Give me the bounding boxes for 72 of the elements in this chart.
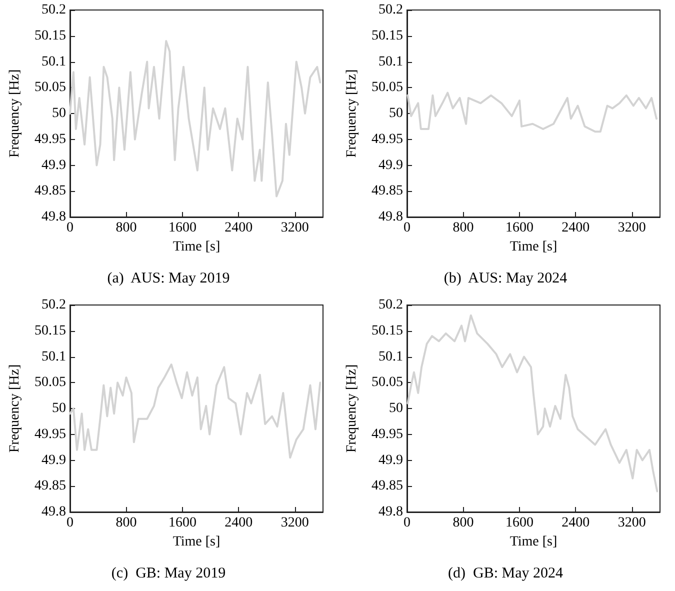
x-tick-label: 2400 — [562, 220, 590, 236]
y-axis-title: Frequency [Hz] — [8, 69, 22, 158]
y-tick-label: 49.8 — [378, 210, 403, 224]
y-tick-label: 50.1 — [378, 349, 403, 364]
x-tick-label: 1600 — [168, 220, 196, 236]
y-tick-label: 50.05 — [34, 80, 66, 96]
y-axis-title: Frequency [Hz] — [344, 69, 360, 158]
x-tick-label: 1600 — [505, 220, 534, 236]
y-tick-label: 50.1 — [42, 349, 66, 364]
y-tick-label: 49.9 — [378, 452, 403, 468]
x-tick-label: 1600 — [505, 516, 534, 530]
x-tick-label: 800 — [452, 220, 474, 236]
x-tick-label: 0 — [404, 220, 410, 236]
text: (b) AUS: May 2024 — [444, 270, 568, 286]
x-axis-title: Time [s] — [172, 534, 220, 550]
x-tick-label: 2400 — [224, 516, 253, 530]
y-tick-label: 50.1 — [42, 54, 66, 70]
text: (d) GB: May 2024 — [448, 566, 564, 582]
y-tick-label: 49.8 — [378, 504, 403, 520]
y-tick-label: 49.95 — [372, 132, 403, 147]
line-series — [69, 364, 322, 459]
y-tick-label: 50.2 — [378, 2, 403, 18]
x-tick-label: 0 — [404, 516, 410, 530]
y-tick-label: 50.05 — [372, 80, 403, 96]
y-tick-label: 50.2 — [42, 2, 66, 18]
y-tick-label: 49.85 — [34, 184, 66, 199]
y-tick-label: 49.8 — [42, 210, 66, 224]
x-tick-label: 3200 — [618, 516, 646, 530]
y-tick-label: 49.85 — [372, 478, 403, 494]
text: (a) AUS: May 2019 — [107, 270, 230, 286]
y-tick-label: 49.8 — [42, 504, 66, 520]
y-tick-label: 49.85 — [34, 478, 66, 494]
x-axis-title: Time [s] — [510, 239, 558, 254]
y-tick-label: 50.15 — [372, 323, 403, 338]
text: (c) GB: May 2019 — [111, 566, 226, 582]
y-tick-label: 50 — [389, 106, 403, 121]
line-series — [406, 314, 658, 492]
y-tick-label: 50 — [52, 106, 66, 121]
x-tick-label: 3200 — [618, 220, 646, 236]
x-tick-label: 3200 — [280, 516, 309, 530]
y-axis-title: Frequency [Hz] — [344, 364, 360, 453]
x-tick-label: 3200 — [280, 220, 309, 236]
x-tick-label: 800 — [116, 516, 137, 530]
y-tick-label: 49.95 — [34, 426, 66, 442]
y-tick-label: 50.15 — [34, 28, 66, 44]
x-tick-label: 800 — [452, 516, 474, 530]
x-tick-label: 1600 — [168, 516, 196, 530]
y-tick-label: 49.85 — [372, 184, 403, 199]
y-tick-label: 50.15 — [372, 28, 403, 44]
x-tick-label: 0 — [66, 516, 74, 530]
y-tick-label: 50.2 — [378, 298, 403, 312]
y-tick-label: 50.05 — [34, 375, 66, 390]
x-tick-label: 0 — [66, 220, 74, 236]
y-tick-label: 49.9 — [378, 158, 403, 173]
y-tick-label: 49.95 — [372, 426, 403, 442]
x-axis-title: Time [s] — [172, 239, 220, 254]
x-tick-label: 2400 — [562, 516, 590, 530]
x-tick-label: 2400 — [224, 220, 253, 236]
y-axis-title: Frequency [Hz] — [8, 364, 22, 453]
x-axis-title: Time [s] — [510, 534, 558, 550]
y-tick-label: 50.05 — [372, 375, 403, 390]
y-tick-label: 50 — [389, 401, 403, 416]
y-tick-label: 50.1 — [378, 54, 403, 70]
y-tick-label: 49.9 — [42, 452, 66, 468]
y-tick-label: 50 — [52, 401, 66, 416]
y-tick-label: 50.2 — [42, 298, 66, 312]
y-tick-label: 50.15 — [34, 323, 66, 338]
y-tick-label: 49.95 — [34, 132, 66, 147]
line-series — [406, 92, 658, 133]
x-tick-label: 800 — [116, 220, 137, 236]
y-tick-label: 49.9 — [42, 158, 66, 173]
line-series — [69, 40, 322, 198]
